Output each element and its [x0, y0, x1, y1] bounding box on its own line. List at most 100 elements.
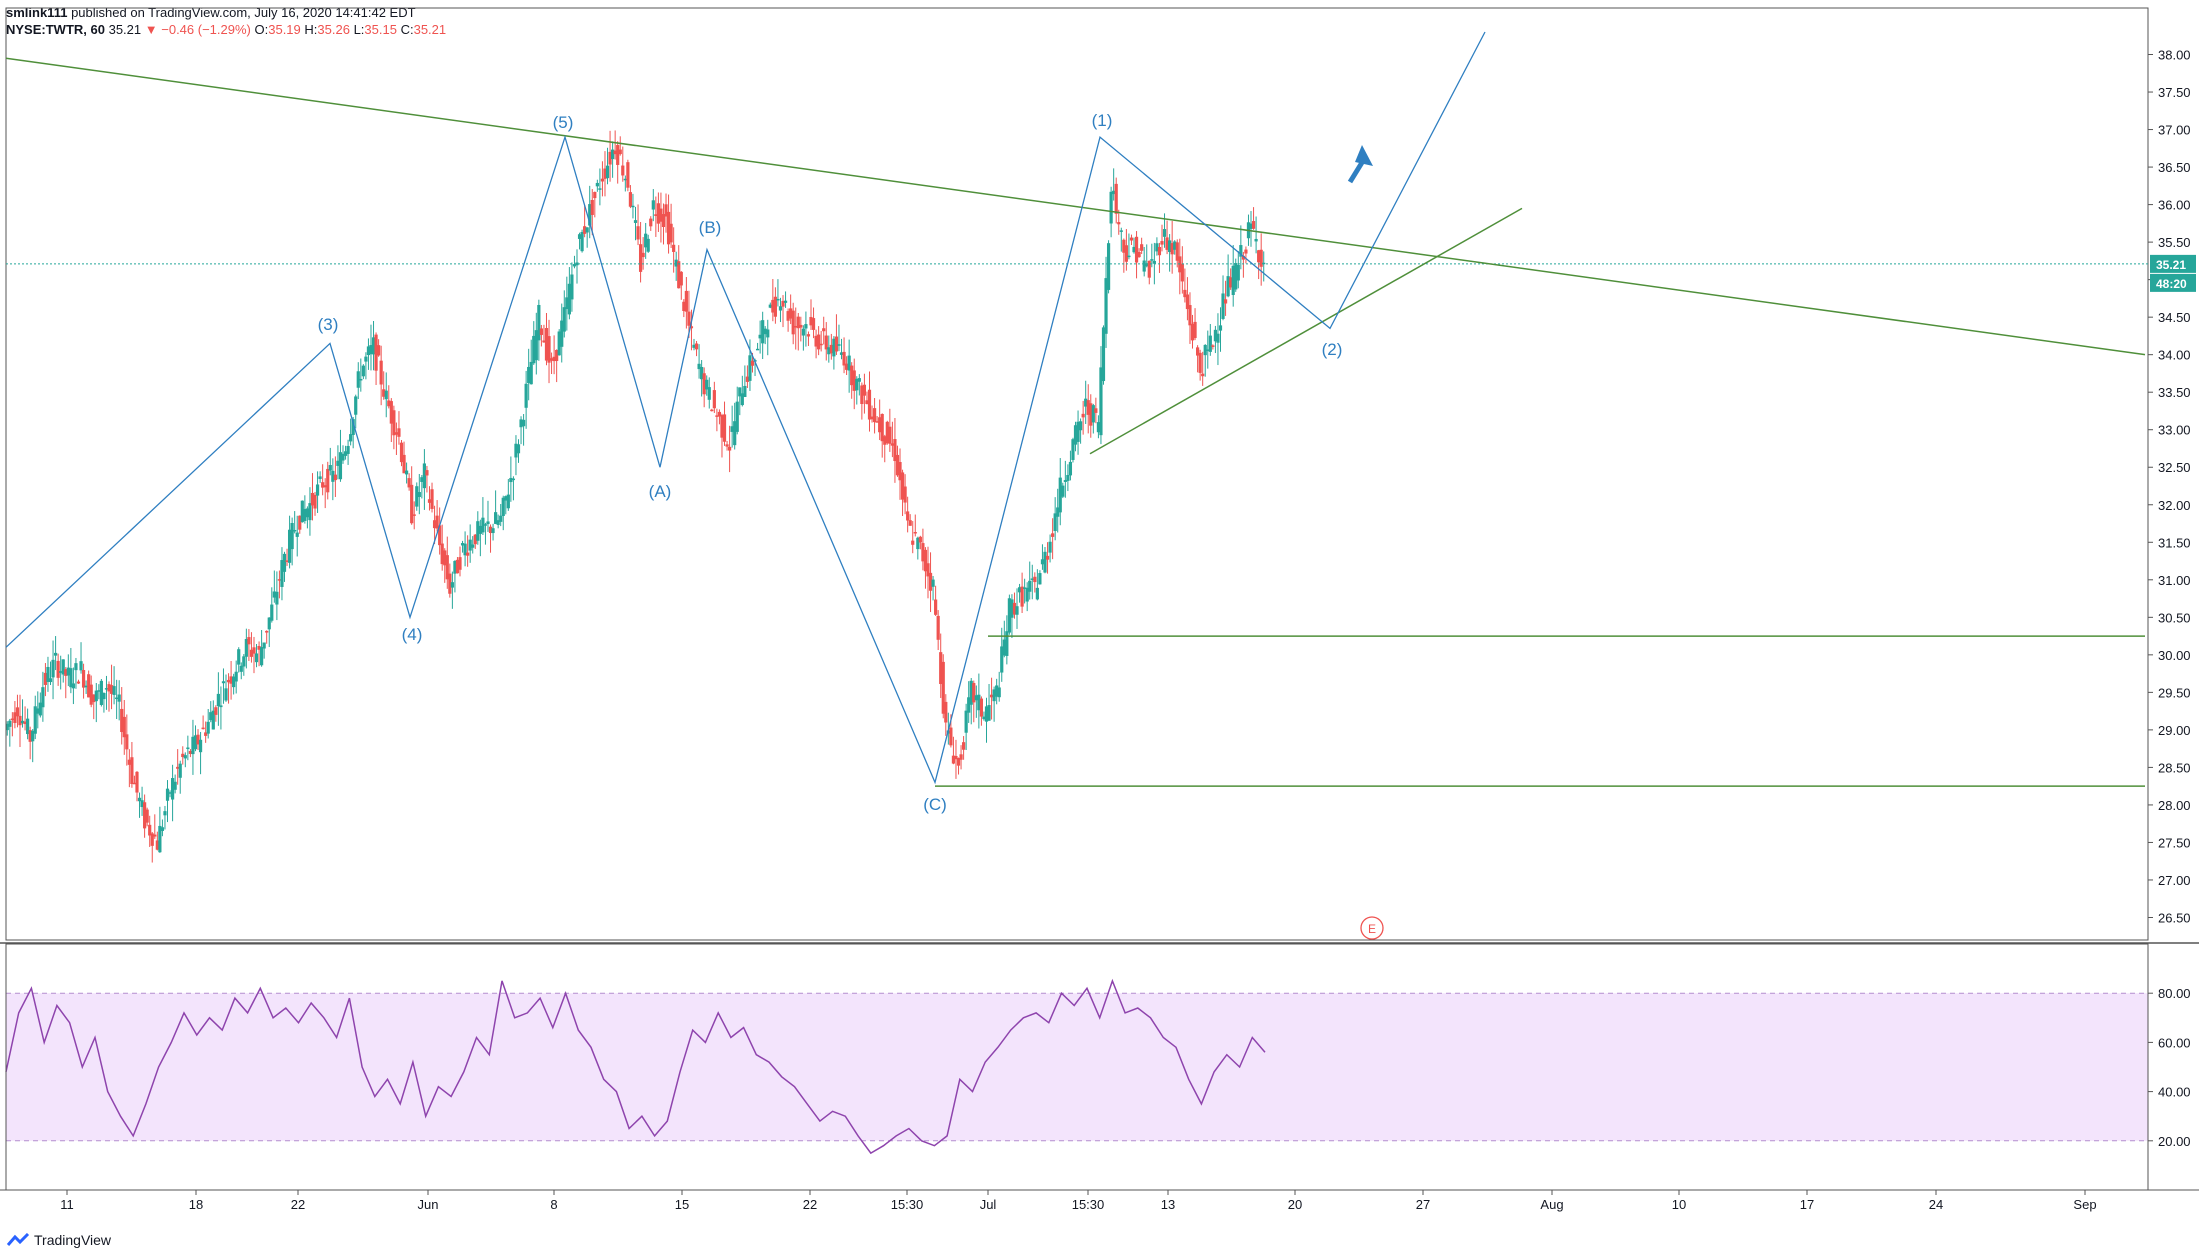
candle-body: [1229, 277, 1233, 288]
candle-body: [445, 555, 449, 580]
candle-body: [644, 233, 648, 248]
wave-label: (C): [923, 795, 947, 814]
candle-body: [443, 550, 447, 566]
candle-body: [748, 355, 752, 381]
candle-body: [18, 715, 22, 726]
price-tick-label: 36.50: [2158, 160, 2191, 175]
candle-body: [1165, 237, 1169, 250]
candle-body: [1076, 421, 1080, 442]
candle-body: [38, 702, 42, 716]
earnings-marker-icon: [1360, 916, 1384, 940]
candle-body: [527, 366, 531, 383]
candle-body: [537, 304, 541, 341]
tradingview-logo[interactable]: TradingView: [6, 1232, 111, 1248]
candle-body: [468, 539, 472, 551]
high-value: 35.26: [317, 22, 350, 37]
candle-body: [758, 334, 762, 339]
candle-body: [934, 599, 938, 615]
candle-body: [516, 444, 521, 454]
candle-body: [117, 694, 121, 702]
candle-body: [722, 414, 727, 442]
candle-body: [81, 670, 86, 688]
candle-body: [817, 334, 821, 350]
candle-body: [412, 514, 416, 516]
candle-body: [1157, 246, 1162, 256]
candle-body: [926, 563, 930, 577]
candle-body: [1000, 646, 1004, 673]
candle-body: [715, 415, 719, 417]
candle-body: [173, 781, 177, 790]
candle-body: [76, 681, 81, 684]
candle-body: [36, 708, 40, 714]
candle-body: [430, 489, 434, 509]
candle-body: [888, 426, 892, 444]
candle-body: [1023, 587, 1027, 589]
candle-body: [842, 351, 846, 366]
candle-body: [364, 356, 368, 362]
candle-body: [913, 531, 917, 534]
symbol-label[interactable]: NYSE:TWTR, 60: [6, 22, 105, 37]
candle-body: [577, 234, 582, 239]
candle-body: [595, 182, 599, 187]
candle-body: [303, 509, 307, 521]
candle-body: [97, 690, 101, 692]
candle-body: [290, 522, 294, 550]
candle-body: [977, 694, 981, 711]
price-pane[interactable]: [5, 130, 1266, 863]
author-name[interactable]: smlink111: [6, 5, 68, 20]
candle-body: [26, 718, 30, 735]
candle-body: [1084, 398, 1088, 407]
last-price-tag: 35.21: [2156, 258, 2186, 272]
candle-body: [1129, 237, 1134, 241]
candle-body: [1160, 241, 1164, 245]
candle-body: [221, 681, 226, 684]
candle-body: [135, 771, 139, 793]
candle-body: [115, 697, 119, 700]
candle-body: [275, 591, 279, 605]
candle-body: [298, 515, 302, 530]
candle-body: [494, 512, 498, 524]
candle-body: [621, 165, 625, 176]
candle-body: [440, 543, 444, 565]
candle-body: [618, 149, 622, 155]
candle-body: [153, 834, 157, 837]
candle-body: [511, 478, 516, 481]
close-label: C:: [400, 22, 414, 37]
candle-body: [56, 660, 60, 678]
rsi-tick-label: 80.00: [2158, 986, 2191, 1001]
candle-body: [845, 363, 849, 370]
candle-body: [547, 336, 551, 363]
wave-label: (4): [402, 625, 423, 644]
candle-body: [1216, 333, 1220, 343]
candle-body: [247, 637, 251, 645]
candle-body: [656, 203, 660, 224]
candle-body: [371, 337, 376, 355]
candle-body: [219, 705, 223, 708]
candle-body: [280, 560, 284, 587]
candle-body: [717, 411, 722, 417]
candle-body: [1053, 513, 1057, 531]
candle-body: [69, 668, 73, 688]
price-change: ▼ −0.46 (−1.29%): [144, 22, 251, 37]
candle-body: [580, 232, 584, 252]
wave-label: (2): [1322, 340, 1343, 359]
candle-body: [654, 214, 658, 216]
candle-body: [244, 639, 248, 657]
candle-body: [377, 345, 381, 356]
candle-body: [343, 451, 348, 456]
candle-body: [1213, 329, 1218, 342]
drawings[interactable]: 35.21 48:20 (3) (4) (5) (A) (B) (C) (1) (2) E: [5, 31, 2196, 940]
candle-body: [814, 335, 818, 347]
rsi-pane[interactable]: [5, 978, 2148, 1155]
rsi-band: [6, 993, 2148, 1141]
candle-body: [583, 226, 587, 234]
candle-body: [455, 559, 460, 574]
candle-body: [1223, 299, 1228, 304]
candle-body: [870, 416, 874, 420]
candle-body: [8, 720, 12, 727]
candle-body: [672, 244, 676, 252]
candle-body: [379, 360, 383, 385]
candle-body: [590, 199, 594, 215]
candle-body: [170, 778, 175, 800]
